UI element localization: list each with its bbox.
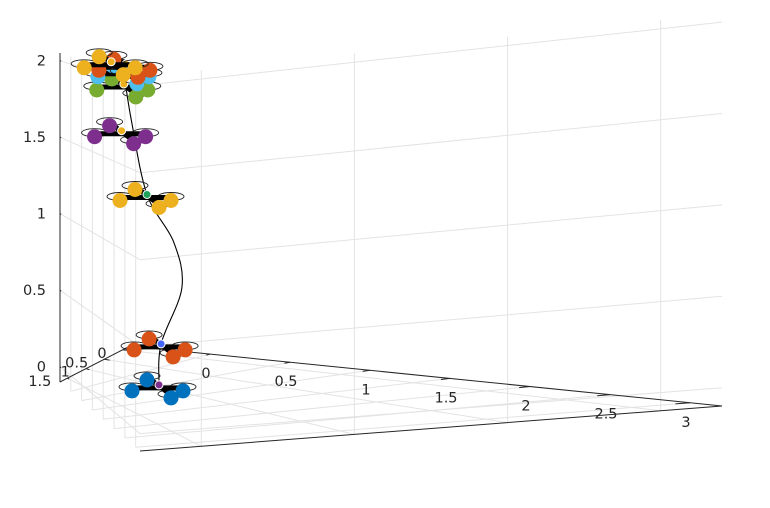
y-tick-label: 1 [61, 365, 70, 381]
x-tick-label: 1.5 [434, 390, 457, 406]
rotor [112, 193, 128, 208]
rotor [165, 349, 181, 365]
y-tick-label: 0 [97, 346, 106, 362]
grid-line [59, 289, 141, 348]
grid-line [85, 368, 355, 435]
z-tick-label: 0.5 [23, 283, 46, 299]
rotor [127, 182, 143, 197]
y-tick-mark [67, 377, 70, 380]
grid-line [139, 21, 723, 87]
axis-lines [59, 53, 723, 452]
grid-line [104, 358, 508, 424]
rotor [115, 67, 131, 83]
rotor [151, 200, 167, 215]
rotor [87, 129, 103, 145]
y-tick-label: 0.5 [65, 355, 88, 371]
x-tick-mark [519, 386, 531, 389]
rotor [128, 89, 144, 105]
x-tick-mark [206, 353, 211, 356]
grid-line [124, 394, 611, 439]
z-tick-label: 0 [37, 360, 46, 376]
x-tick-label: 1 [361, 382, 370, 398]
rotor [127, 60, 143, 76]
grid-line [81, 361, 291, 402]
x-tick-mark [284, 361, 291, 364]
y-tick-mark [85, 368, 90, 371]
rotor [141, 331, 157, 347]
quadrotor [70, 48, 149, 83]
rotor [102, 118, 118, 134]
grid-line [135, 402, 691, 448]
y-axis-line [59, 345, 131, 383]
quad-center [156, 339, 166, 349]
rotor [142, 62, 158, 78]
x-tick-mark [440, 377, 451, 380]
grid-line [59, 136, 141, 174]
quadrotors [70, 48, 199, 406]
rotor [175, 383, 191, 399]
quad-center [154, 380, 164, 390]
rotor [163, 390, 179, 406]
rotor [76, 60, 92, 76]
grid-line [139, 113, 723, 174]
x-tick-label: 2 [521, 399, 530, 415]
grid-line [114, 386, 531, 430]
grid-line [67, 377, 202, 447]
x-tick-mark [675, 402, 691, 405]
y-tick-mark [104, 358, 110, 361]
rotor [138, 129, 154, 145]
z-tick-label: 1 [37, 207, 46, 223]
x-tick-mark [362, 369, 371, 372]
quadrotor [118, 371, 197, 406]
x-tick-label: 2.5 [594, 407, 617, 423]
x-tick-label: 0 [201, 366, 210, 382]
grid-line [122, 349, 661, 412]
quad-center [106, 57, 116, 67]
quad-center [142, 190, 152, 199]
rotor [126, 136, 142, 152]
z-tick-mark [59, 289, 62, 292]
rotor [140, 82, 156, 98]
rotor [163, 193, 179, 208]
x-back-axis-line [139, 405, 723, 452]
y-tick-label: 1.5 [28, 374, 51, 390]
grid-line [59, 366, 141, 434]
grid-line [139, 295, 723, 348]
quad-center [117, 126, 127, 136]
quadrotor [81, 117, 160, 152]
z-tick-label: 1.5 [23, 130, 46, 146]
z-tick-mark [59, 213, 62, 215]
grid-line [92, 369, 371, 411]
quadrotor [106, 181, 185, 215]
grid-line [59, 213, 141, 261]
z-tick-label: 2 [37, 54, 46, 70]
rotor [89, 82, 105, 98]
z-tick-mark [59, 366, 62, 368]
x-tick-mark [597, 394, 611, 397]
x-tick-label: 0.5 [274, 374, 297, 390]
rotor [126, 342, 142, 358]
rotor [91, 49, 107, 65]
quadrotor [120, 330, 199, 365]
rotor [177, 342, 193, 358]
x-axis-line [129, 345, 723, 407]
x-tick-label: 3 [681, 415, 690, 431]
grid-line [103, 377, 451, 420]
grid-line [139, 204, 723, 261]
rotor [124, 383, 140, 399]
rotor [139, 372, 155, 388]
